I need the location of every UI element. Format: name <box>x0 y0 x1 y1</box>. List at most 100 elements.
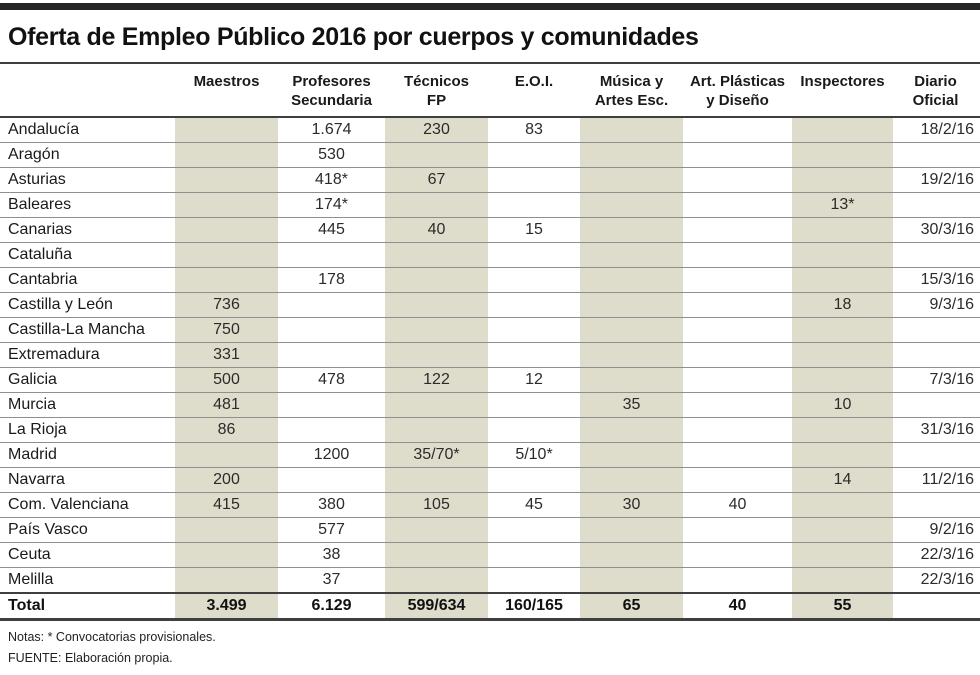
page-title: Oferta de Empleo Público 2016 por cuerpo… <box>8 23 699 51</box>
cell-maestros <box>175 242 278 268</box>
cell-maestros <box>175 142 278 168</box>
cell-eoi <box>488 417 580 443</box>
cell-inspectores <box>792 242 893 268</box>
cell-diario-oficial <box>893 442 980 468</box>
table-row: Aragón 530 <box>0 142 980 168</box>
cell-eoi <box>488 542 580 568</box>
cell-diario-oficial: 11/2/16 <box>893 467 980 493</box>
cell-profesores-secundaria: 478 <box>278 367 385 393</box>
table-row: Andalucía 1.674 230 83 18/2/16 <box>0 117 980 143</box>
cell-diario-oficial <box>893 317 980 343</box>
column-header-maestros: Maestros <box>175 64 278 118</box>
notes-text: Notas: * Convocatorias provisionales. <box>8 630 216 644</box>
cell-diario-oficial <box>893 392 980 418</box>
cell-musica-artes-esc <box>580 342 683 368</box>
cell-art-plasticas-diseno <box>683 367 792 393</box>
cell-maestros: 200 <box>175 467 278 493</box>
table-row: Melilla 37 22/3/16 <box>0 567 980 594</box>
table-row: Baleares 174* 13* <box>0 192 980 218</box>
cell-tecnicos-fp <box>385 542 488 568</box>
cell-art-plasticas-diseno: 40 <box>683 592 792 621</box>
cell-tecnicos-fp <box>385 517 488 543</box>
cell-art-plasticas-diseno <box>683 442 792 468</box>
cell-tecnicos-fp: 67 <box>385 167 488 193</box>
cell-profesores-secundaria: 1.674 <box>278 117 385 143</box>
cell-musica-artes-esc: 35 <box>580 392 683 418</box>
row-label-header <box>0 64 175 118</box>
row-label: Galicia <box>0 367 175 393</box>
table-row: País Vasco 577 9/2/16 <box>0 517 980 543</box>
cell-musica-artes-esc <box>580 192 683 218</box>
cell-maestros: 331 <box>175 342 278 368</box>
cell-profesores-secundaria: 178 <box>278 267 385 293</box>
cell-maestros <box>175 542 278 568</box>
row-label: Castilla y León <box>0 292 175 318</box>
cell-tecnicos-fp <box>385 467 488 493</box>
table-row: Madrid 1200 35/70* 5/10* <box>0 442 980 468</box>
total-row: Total 3.499 6.129 599/634 160/165 65 40 55 <box>0 592 980 621</box>
cell-diario-oficial <box>893 242 980 268</box>
cell-art-plasticas-diseno <box>683 392 792 418</box>
cell-profesores-secundaria <box>278 342 385 368</box>
cell-musica-artes-esc <box>580 542 683 568</box>
cell-profesores-secundaria: 6.129 <box>278 592 385 621</box>
cell-art-plasticas-diseno <box>683 342 792 368</box>
cell-eoi <box>488 517 580 543</box>
cell-musica-artes-esc <box>580 267 683 293</box>
cell-profesores-secundaria: 38 <box>278 542 385 568</box>
cell-diario-oficial: 9/2/16 <box>893 517 980 543</box>
cell-art-plasticas-diseno: 40 <box>683 492 792 518</box>
cell-art-plasticas-diseno <box>683 317 792 343</box>
cell-diario-oficial <box>893 492 980 518</box>
cell-art-plasticas-diseno <box>683 467 792 493</box>
cell-art-plasticas-diseno <box>683 417 792 443</box>
cell-maestros <box>175 442 278 468</box>
cell-musica-artes-esc: 65 <box>580 592 683 621</box>
cell-inspectores <box>792 417 893 443</box>
cell-eoi <box>488 142 580 168</box>
cell-diario-oficial <box>893 142 980 168</box>
cell-eoi <box>488 167 580 193</box>
cell-tecnicos-fp: 599/634 <box>385 592 488 621</box>
row-label: Murcia <box>0 392 175 418</box>
cell-inspectores: 18 <box>792 292 893 318</box>
cell-inspectores: 13* <box>792 192 893 218</box>
cell-inspectores <box>792 117 893 143</box>
table-row: Cantabria 178 15/3/16 <box>0 267 980 293</box>
cell-inspectores <box>792 167 893 193</box>
cell-profesores-secundaria: 418* <box>278 167 385 193</box>
cell-maestros: 3.499 <box>175 592 278 621</box>
cell-inspectores <box>792 442 893 468</box>
cell-maestros <box>175 192 278 218</box>
table-row: Galicia 500 478 122 12 7/3/16 <box>0 367 980 393</box>
cell-maestros: 750 <box>175 317 278 343</box>
cell-inspectores <box>792 317 893 343</box>
table-row: Cataluña <box>0 242 980 268</box>
cell-diario-oficial: 22/3/16 <box>893 542 980 568</box>
cell-musica-artes-esc <box>580 217 683 243</box>
cell-tecnicos-fp: 105 <box>385 492 488 518</box>
row-label: Madrid <box>0 442 175 468</box>
cell-musica-artes-esc <box>580 367 683 393</box>
cell-diario-oficial: 31/3/16 <box>893 417 980 443</box>
table-row: Extremadura 331 <box>0 342 980 368</box>
cell-musica-artes-esc <box>580 242 683 268</box>
footer-notes: Notas: * Convocatorias provisionales. FU… <box>8 630 980 665</box>
cell-profesores-secundaria <box>278 292 385 318</box>
cell-eoi: 83 <box>488 117 580 143</box>
cell-eoi: 5/10* <box>488 442 580 468</box>
cell-maestros <box>175 117 278 143</box>
cell-eoi <box>488 567 580 594</box>
cell-eoi <box>488 267 580 293</box>
cell-tecnicos-fp <box>385 292 488 318</box>
cell-diario-oficial: 22/3/16 <box>893 567 980 594</box>
cell-tecnicos-fp <box>385 192 488 218</box>
cell-tecnicos-fp <box>385 392 488 418</box>
source-text: FUENTE: Elaboración propia. <box>8 651 173 665</box>
cell-tecnicos-fp <box>385 317 488 343</box>
table-row: Castilla y León 736 18 9/3/16 <box>0 292 980 318</box>
row-label: Aragón <box>0 142 175 168</box>
row-label: Extremadura <box>0 342 175 368</box>
cell-art-plasticas-diseno <box>683 567 792 594</box>
cell-art-plasticas-diseno <box>683 192 792 218</box>
